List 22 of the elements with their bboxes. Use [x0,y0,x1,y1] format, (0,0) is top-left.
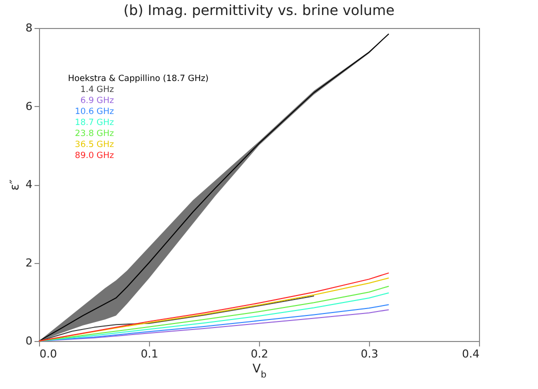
x-axis-title: V$_{b}$ [252,362,267,380]
line-series [38,296,314,342]
text: 23.8 GHz [74,129,115,139]
x-tick-label: 0.2 [250,348,268,360]
text: 6.9 GHz [80,96,115,106]
y-tick-label: 0 [26,334,32,348]
text: 10.6 GHz [74,107,115,117]
y-axis-title: ε″ [8,179,22,190]
x-tick-label: 0.0 [40,348,57,360]
text: 89.0 GHz [74,151,115,161]
x-tick-label: 0.3 [360,348,378,360]
y-tick-label: 4 [26,178,32,191]
x-tick-label: 0.4 [462,348,480,360]
text: 1.4 GHz [80,85,115,95]
text: Hoekstra & Cappillino (18.7 GHz) [68,74,209,84]
text: 18.7 GHz [74,118,115,128]
chart-title: (b) Imag. permittivity vs. brine volume [123,3,395,19]
text: 36.5 GHz [74,140,115,150]
x-tick-label: 0.1 [140,348,158,360]
y-tick-label: 6 [26,100,32,113]
y-tick-label: 8 [26,22,32,34]
y-tick-label: 2 [26,256,32,270]
